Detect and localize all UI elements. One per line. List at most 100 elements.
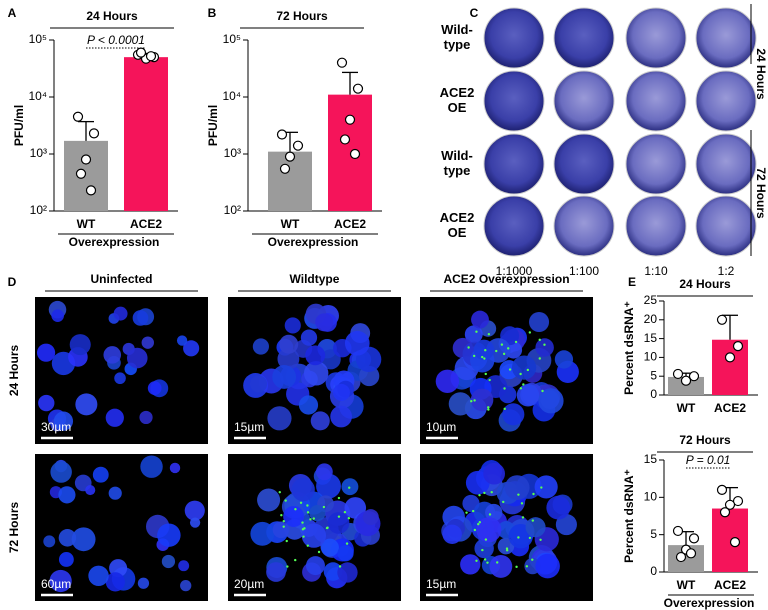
row-label: 72 Hours — [7, 502, 21, 554]
dsrna-signal — [471, 509, 475, 513]
dsrna-signal — [472, 354, 476, 358]
dsrna-signal — [496, 561, 499, 564]
nucleus — [105, 408, 124, 427]
row-label: Wild-type — [441, 22, 473, 52]
nucleus — [337, 545, 354, 562]
bar — [712, 508, 748, 572]
dsrna-signal — [312, 517, 315, 520]
dsrna-signal — [505, 547, 509, 550]
panel-letter: B — [208, 6, 217, 20]
y-axis-label: Percent dsRNA⁺ — [622, 301, 636, 395]
dsrna-signal — [337, 496, 341, 500]
nucleus — [113, 306, 128, 321]
nucleus — [442, 524, 462, 545]
plaque-well — [483, 195, 545, 257]
y-tick-label: 20 — [644, 312, 658, 326]
nucleus — [291, 477, 315, 502]
dsrna-signal — [338, 565, 342, 568]
nucleus — [473, 339, 495, 361]
dsrna-signal — [301, 521, 304, 524]
scale-bar-label: 15µm — [234, 420, 264, 434]
nucleus — [465, 470, 490, 495]
dsrna-signal — [483, 357, 486, 360]
x-tick-label: WT — [281, 217, 300, 231]
y-tick-label: 10⁴ — [222, 89, 241, 103]
dsrna-signal — [503, 387, 506, 390]
nucleus — [75, 393, 98, 416]
x-axis-label: Overexpression — [69, 235, 160, 249]
dsrna-signal — [526, 368, 530, 372]
dsrna-signal — [487, 333, 491, 336]
nucleus — [272, 521, 290, 539]
nucleus — [92, 466, 109, 483]
x-tick-label: WT — [677, 401, 696, 415]
nucleus — [534, 475, 558, 499]
nucleus — [279, 334, 299, 354]
dilution-label: 1:2 — [718, 264, 735, 278]
nucleus — [103, 346, 122, 364]
nucleus — [85, 485, 96, 496]
nucleus — [147, 381, 162, 396]
nucleus — [341, 478, 359, 496]
dsrna-signal — [306, 504, 309, 507]
dsrna-signal — [488, 378, 491, 382]
bar — [328, 94, 372, 211]
nucleus — [140, 455, 163, 478]
nucleus — [266, 562, 286, 582]
nucleus — [284, 317, 301, 334]
dsrna-signal — [309, 518, 312, 521]
dsrna-signal — [475, 559, 478, 562]
dsrna-signal — [337, 515, 341, 518]
nucleus — [538, 388, 564, 414]
dsrna-signal — [519, 387, 523, 390]
dilution-label: 1:100 — [569, 264, 599, 278]
nucleus — [483, 462, 505, 485]
nucleus — [250, 375, 268, 393]
dsrna-signal — [478, 493, 481, 497]
dsrna-signal — [294, 508, 297, 511]
dsrna-signal — [473, 399, 476, 402]
nucleus — [50, 461, 72, 483]
nucleus — [471, 310, 489, 329]
plaque-well — [553, 195, 615, 257]
nucleus — [184, 500, 205, 521]
nucleus — [474, 538, 494, 559]
data-point — [672, 525, 684, 537]
dsrna-signal — [502, 500, 505, 504]
x-tick-label: ACE2 — [334, 217, 366, 231]
plaque-well — [483, 70, 545, 132]
dsrna-signal — [317, 550, 321, 554]
dsrna-signal — [284, 499, 287, 502]
dsrna-signal — [508, 368, 512, 371]
plaque-well — [625, 133, 687, 195]
chart-title: 72 Hours — [276, 9, 328, 23]
dsrna-signal — [495, 349, 498, 353]
dsrna-signal — [473, 528, 477, 532]
y-tick-label: 10⁵ — [223, 32, 241, 46]
data-point — [688, 533, 700, 544]
y-axis-label: PFU/ml — [206, 105, 220, 146]
nucleus — [448, 392, 472, 416]
data-point — [688, 371, 700, 382]
nucleus — [283, 505, 305, 527]
data-point — [80, 154, 92, 165]
data-point — [672, 368, 684, 380]
panel-letter: E — [628, 275, 636, 289]
plaque-well — [553, 70, 615, 132]
scale-bar-label: 20µm — [234, 577, 264, 591]
dsrna-signal — [531, 519, 535, 522]
dsrna-signal — [278, 490, 281, 494]
dsrna-signal — [522, 383, 525, 386]
nucleus — [502, 403, 525, 426]
chart-title: 72 Hours — [679, 433, 731, 447]
nucleus — [169, 462, 181, 474]
data-point — [292, 140, 304, 151]
y-tick-label: 10⁴ — [28, 89, 47, 103]
dsrna-signal — [528, 331, 532, 334]
nucleus — [476, 517, 502, 543]
nucleus — [332, 383, 350, 401]
data-point — [339, 134, 351, 145]
dsrna-signal — [478, 521, 481, 524]
dsrna-signal — [294, 558, 297, 562]
y-axis-label: Percent dsRNA⁺ — [622, 469, 636, 563]
